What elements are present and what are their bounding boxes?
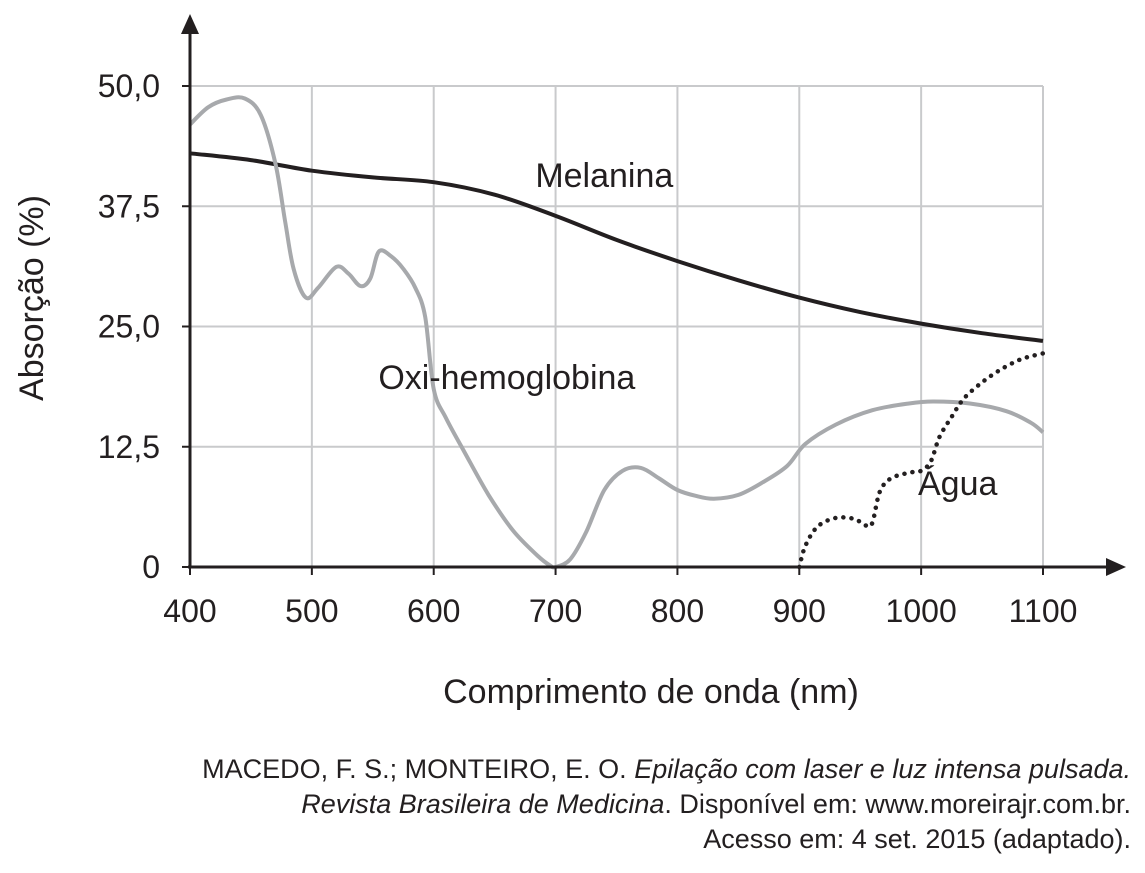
series-line-melanina bbox=[189, 151, 1044, 343]
citation-line-3: Acesso em: 4 set. 2015 (adaptado). bbox=[703, 824, 1131, 854]
citation-availability: . Disponível em: www.moreirajr.com.br. bbox=[664, 789, 1131, 819]
x-tick-label: 400 bbox=[163, 593, 216, 629]
series-line-agua bbox=[797, 351, 1046, 570]
series-lines bbox=[188, 95, 1046, 570]
tick-labels: 400 500 600 700 800 900 1000 1100 0 12,5 25,0 37,5 5… bbox=[98, 68, 1078, 629]
y-tick-label: 25,0 bbox=[98, 309, 160, 345]
y-axis-arrow-icon bbox=[181, 14, 199, 34]
citation-title: Epilação com laser e luz intensa pulsada… bbox=[634, 754, 1131, 784]
citation-authors: MACEDO, F. S.; MONTEIRO, E. O. bbox=[202, 754, 627, 784]
y-tick-label: 37,5 bbox=[98, 188, 160, 224]
series-line-oxi-hemoglobina bbox=[188, 95, 1045, 570]
source-citation: MACEDO, F. S.; MONTEIRO, E. O. Epilação … bbox=[202, 752, 1131, 857]
x-tick-label: 500 bbox=[285, 593, 338, 629]
y-tick-label: 50,0 bbox=[98, 68, 160, 104]
citation-line-1: MACEDO, F. S.; MONTEIRO, E. O. Epilação … bbox=[202, 752, 1131, 787]
x-tick-label: 900 bbox=[773, 593, 826, 629]
series-labels: Melanina Oxi-hemoglobina Água bbox=[378, 157, 997, 503]
y-tick-label: 12,5 bbox=[98, 429, 160, 465]
x-tick-label: 600 bbox=[407, 593, 460, 629]
x-axis-arrow-icon bbox=[1106, 558, 1126, 576]
x-axis-label: Comprimento de onda (nm) bbox=[443, 673, 859, 711]
series-label-agua: Água bbox=[918, 465, 997, 503]
x-tick-label: 800 bbox=[651, 593, 704, 629]
citation-journal: Revista Brasileira de Medicina bbox=[301, 789, 665, 819]
grid bbox=[190, 85, 1044, 567]
citation-line-2: Revista Brasileira de Medicina. Disponív… bbox=[202, 787, 1131, 822]
y-axis-label: Absorção (%) bbox=[13, 195, 51, 401]
series-label-oxi-hemoglobina: Oxi-hemoglobina bbox=[378, 359, 635, 397]
x-tick-label: 1100 bbox=[1009, 593, 1078, 629]
x-tick-label: 1000 bbox=[886, 593, 957, 629]
axes bbox=[181, 14, 1126, 576]
chart: 400 500 600 700 800 900 1000 1100 0 12,5 25,0 37,5 5… bbox=[13, 14, 1126, 711]
x-tick-label: 700 bbox=[529, 593, 582, 629]
series-label-melanina: Melanina bbox=[535, 157, 673, 195]
y-tick-label: 0 bbox=[142, 549, 160, 585]
